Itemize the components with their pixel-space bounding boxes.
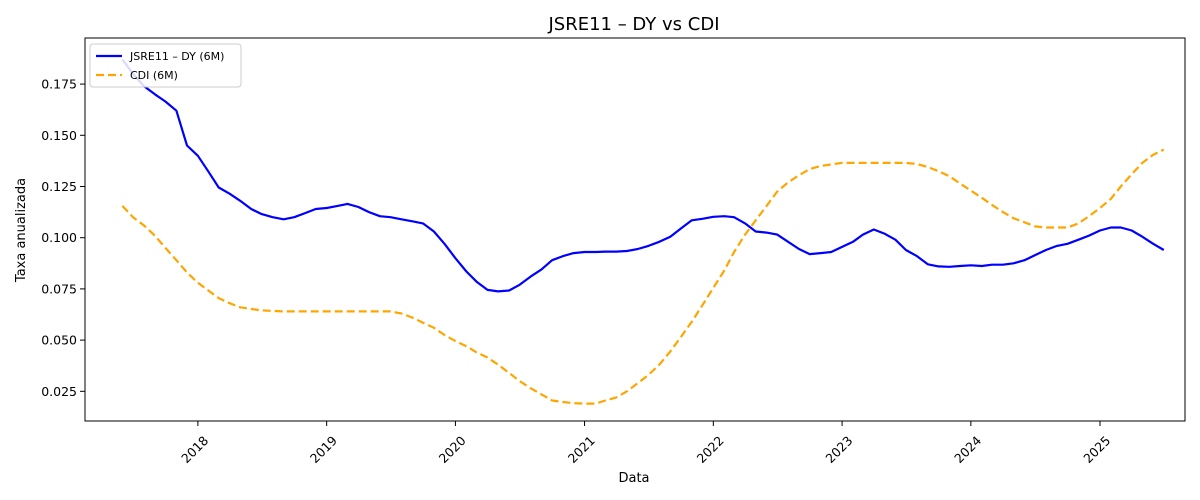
y-tick-label: 0.050 — [41, 333, 77, 348]
legend: JSRE11 – DY (6M) CDI (6M) — [89, 43, 242, 88]
legend-label: CDI (6M) — [130, 69, 178, 82]
axes-frame — [84, 37, 1186, 422]
x-axis-label: Data — [618, 471, 649, 486]
y-tick-label: 0.100 — [41, 230, 77, 245]
y-tick-label: 0.125 — [41, 179, 77, 194]
y-axis: 0.025 0.050 0.075 0.100 0.125 0.150 0.175 — [41, 77, 85, 399]
y-tick-label: 0.175 — [41, 77, 77, 92]
y-tick-label: 0.025 — [41, 384, 77, 399]
legend-label: JSRE11 – DY (6M) — [129, 50, 224, 63]
plot-area — [121, 58, 1165, 405]
y-tick-label: 0.150 — [41, 128, 77, 143]
chart-title: JSRE11 – DY vs CDI — [547, 14, 719, 35]
legend-box — [89, 43, 242, 88]
y-axis-label: Taxa anualizada — [14, 178, 29, 283]
series-line-cdi — [121, 148, 1165, 405]
series-line-dy — [121, 58, 1165, 293]
y-tick-label: 0.075 — [41, 281, 77, 296]
